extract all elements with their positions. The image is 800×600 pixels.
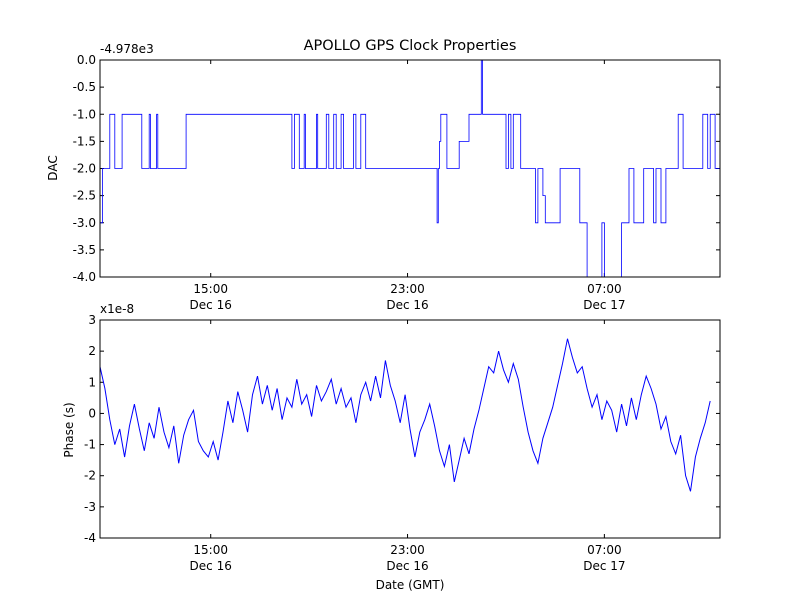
dac-x-tick-date: Dec 17 [583, 298, 625, 312]
dac-series-line [100, 59, 720, 278]
phase-x-tick-time: 23:00 [390, 543, 425, 557]
dac-x-tick-time: 15:00 [193, 282, 228, 296]
phase-offset-text: x1e-8 [100, 302, 134, 316]
dac-ticks: 0.0 -0.5 -1.0 -1.5 -2.0 -2.5 -3.0 -3.5 -4.0 15:00… [73, 53, 720, 312]
dac-y-tick-label: -2.5 [73, 189, 96, 203]
phase-y-tick-label: 1 [88, 375, 96, 389]
dac-x-tick-time: 23:00 [390, 282, 425, 296]
phase-x-tick-date: Dec 16 [386, 559, 428, 573]
phase-x-tick-date: Dec 17 [583, 559, 625, 573]
phase-y-tick-label: 3 [88, 313, 96, 327]
dac-x-tick-date: Dec 16 [190, 298, 232, 312]
phase-x-tick-date: Dec 16 [190, 559, 232, 573]
dac-panel: -4.978e3 DAC 0.0 -0.5 -1.0 -1.5 -2.0 -2.5 -3.0… [46, 42, 721, 312]
dac-y-axis-label: DAC [46, 155, 60, 180]
phase-y-axis-label: Phase (s) [62, 402, 76, 457]
dac-y-tick-label: -1.0 [73, 107, 96, 121]
phase-x-tick-time: 07:00 [587, 543, 622, 557]
phase-ticks: 3 2 1 0 -1 -2 -3 -4 15:00 Dec 16 23:00 Dec 16 07:00 D… [84, 313, 720, 573]
dac-y-tick-label: -3.5 [73, 243, 96, 257]
x-axis-label: Date (GMT) [376, 578, 445, 592]
phase-series-line [99, 338, 711, 492]
phase-y-tick-label: -1 [84, 438, 96, 452]
dac-y-tick-label: -1.5 [73, 134, 96, 148]
dac-x-tick-date: Dec 16 [386, 298, 428, 312]
dac-y-tick-label: -2.0 [73, 162, 96, 176]
phase-y-tick-label: -2 [84, 469, 96, 483]
dac-x-tick-time: 07:00 [587, 282, 622, 296]
phase-y-tick-label: 2 [88, 344, 96, 358]
phase-panel: x1e-8 Phase (s) 3 2 1 0 -1 -2 -3 -4 15:00 Dec 16 2… [62, 302, 721, 573]
phase-y-tick-label: 0 [88, 406, 96, 420]
phase-x-tick-time: 15:00 [193, 543, 228, 557]
dac-y-tick-label: 0.0 [77, 53, 96, 67]
dac-y-tick-label: -3.0 [73, 216, 96, 230]
chart-title: APOLLO GPS Clock Properties [304, 38, 517, 54]
phase-plot-frame [99, 319, 721, 539]
phase-y-tick-label: -4 [84, 531, 96, 545]
dac-plot-frame [99, 59, 721, 278]
dac-y-tick-label: -4.0 [73, 270, 96, 284]
phase-y-tick-label: -3 [84, 500, 96, 514]
dac-y-tick-label: -0.5 [73, 80, 96, 94]
dac-offset-text: -4.978e3 [100, 42, 154, 56]
